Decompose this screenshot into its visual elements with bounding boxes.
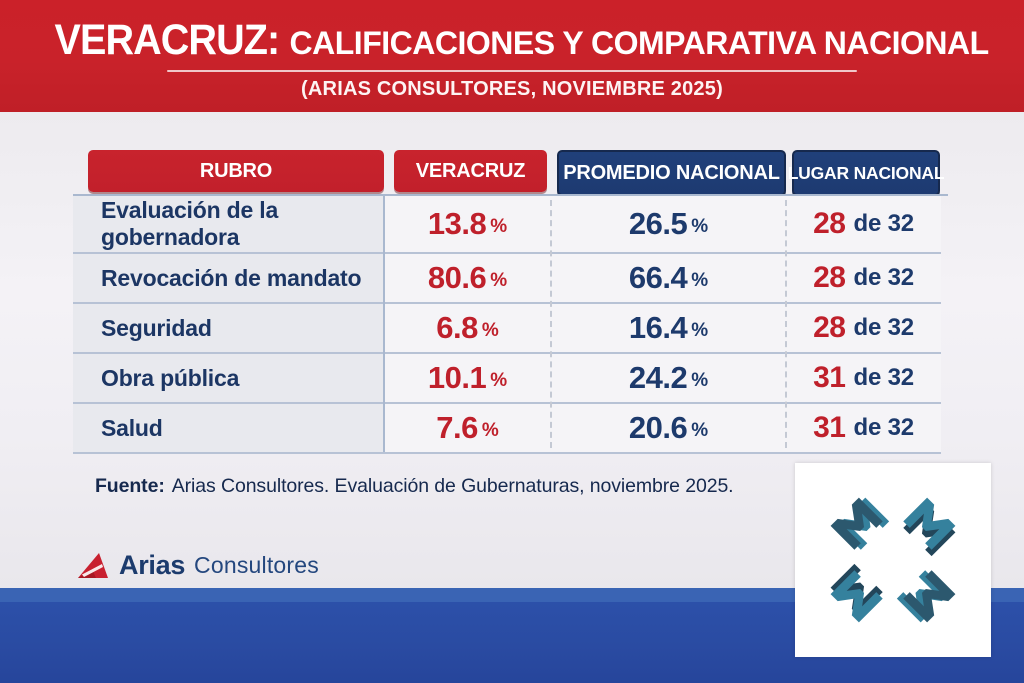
rank-denominator: de 32 xyxy=(853,210,915,237)
table-row: Revocación de mandato 80.6% 66.4% 28 de 3… xyxy=(73,254,941,304)
column-header-promedio: PROMEDIO NACIONAL xyxy=(557,150,786,196)
rank-denominator: de 32 xyxy=(853,414,915,441)
title-divider xyxy=(167,70,857,72)
table-row: Obra pública 10.1% 24.2% 31 de 32 xyxy=(73,354,941,404)
table-row: Seguridad 6.8% 16.4% 28 de 32 xyxy=(73,304,941,354)
promedio-value: 20.6 xyxy=(628,410,688,445)
rank-value: 28 xyxy=(813,311,846,344)
veracruz-column-divider xyxy=(550,200,552,448)
lugar-cell: 31 de 32 xyxy=(786,354,941,402)
percent-sign: % xyxy=(691,320,709,341)
lugar-cell: 31 de 32 xyxy=(786,404,941,452)
percent-sign: % xyxy=(481,420,499,441)
promedio-value: 66.4 xyxy=(628,260,688,295)
percent-sign: % xyxy=(490,216,508,237)
brand-suffix: Consultores xyxy=(194,552,319,578)
table-row: Evaluación de la gobernadora 13.8% 26.5%… xyxy=(73,196,941,254)
promedio-cell: 20.6% xyxy=(551,404,786,452)
source-note: Fuente: Arias Consultores. Evaluación de … xyxy=(95,475,734,498)
column-header-rubro: RUBRO xyxy=(88,150,384,192)
arias-triangle-icon xyxy=(78,552,108,578)
percent-sign: % xyxy=(490,270,508,291)
percent-sign: % xyxy=(691,270,709,291)
veracruz-value: 10.1 xyxy=(427,360,487,395)
veracruz-cell: 13.8% xyxy=(384,196,551,252)
lugar-cell: 28 de 32 xyxy=(786,254,941,302)
veracruz-cell: 80.6% xyxy=(384,254,551,302)
rank-value: 28 xyxy=(813,261,846,294)
rubro-label: Seguridad xyxy=(101,314,212,341)
page-title: VERACRUZ: CALIFICACIONES Y COMPARATIVA N… xyxy=(0,16,1024,70)
source-label: Fuente: xyxy=(95,475,165,497)
bottom-accent-strip xyxy=(0,588,1024,602)
title-rest: CALIFICACIONES Y COMPARATIVA NACIONAL xyxy=(289,25,990,61)
brand-name: Arias xyxy=(119,550,186,580)
veracruz-value: 80.6 xyxy=(427,260,487,295)
lugar-cell: 28 de 32 xyxy=(786,304,941,352)
table-header-rule xyxy=(73,194,948,196)
rank-denominator: de 32 xyxy=(853,264,915,291)
rank-denominator: de 32 xyxy=(853,314,915,341)
header-band: VERACRUZ: CALIFICACIONES Y COMPARATIVA N… xyxy=(0,0,1024,112)
rank-value: 28 xyxy=(813,207,846,240)
rubro-cell: Revocación de mandato xyxy=(73,254,384,302)
title-state: VERACRUZ: xyxy=(54,16,281,64)
column-header-lugar: LUGAR NACIONAL xyxy=(788,150,945,196)
source-text: Arias Consultores. Evaluación de Guberna… xyxy=(171,475,734,497)
watermark-logo xyxy=(795,463,991,657)
percent-sign: % xyxy=(490,370,508,391)
table-row: Salud 7.6% 20.6% 31 de 32 xyxy=(73,404,941,454)
promedio-value: 26.5 xyxy=(628,206,688,241)
veracruz-cell: 10.1% xyxy=(384,354,551,402)
rank-value: 31 xyxy=(813,361,846,394)
lugar-cell: 28 de 32 xyxy=(786,196,941,252)
promedio-column-divider xyxy=(785,200,787,448)
rubro-cell: Seguridad xyxy=(73,304,384,352)
veracruz-cell: 7.6% xyxy=(384,404,551,452)
rubro-label: Evaluación de la gobernadora xyxy=(101,197,279,250)
subtitle: (ARIAS CONSULTORES, NOVIEMBRE 2025) xyxy=(301,78,723,100)
promedio-value: 24.2 xyxy=(628,360,688,395)
promedio-cell: 26.5% xyxy=(551,196,786,252)
arias-consultores-logo: Arias Consultores xyxy=(76,550,319,581)
promedio-cell: 16.4% xyxy=(551,304,786,352)
percent-sign: % xyxy=(481,320,499,341)
veracruz-cell: 6.8% xyxy=(384,304,551,352)
column-header-veracruz: VERACRUZ xyxy=(394,150,547,192)
promedio-value: 16.4 xyxy=(628,310,688,345)
rubro-cell: Salud xyxy=(73,404,384,452)
rubro-label: Revocación de mandato xyxy=(101,264,362,291)
pinwheel-monogram-icon xyxy=(830,497,956,623)
veracruz-value: 6.8 xyxy=(436,310,478,345)
promedio-cell: 66.4% xyxy=(551,254,786,302)
rank-denominator: de 32 xyxy=(853,364,915,391)
rubro-label: Salud xyxy=(101,414,163,441)
percent-sign: % xyxy=(691,370,709,391)
percent-sign: % xyxy=(691,216,709,237)
veracruz-value: 7.6 xyxy=(436,410,478,445)
rubro-cell: Obra pública xyxy=(73,354,384,402)
table-body: Evaluación de la gobernadora 13.8% 26.5%… xyxy=(73,196,941,454)
promedio-cell: 24.2% xyxy=(551,354,786,402)
rubro-cell: Evaluación de la gobernadora xyxy=(73,196,384,252)
percent-sign: % xyxy=(691,420,709,441)
rank-value: 31 xyxy=(813,411,846,444)
content-card: RUBRO VERACRUZ PROMEDIO NACIONAL LUGAR N… xyxy=(0,112,1024,588)
veracruz-value: 13.8 xyxy=(427,206,487,241)
rubro-column-divider xyxy=(383,196,385,452)
rubro-label: Obra pública xyxy=(101,364,240,391)
